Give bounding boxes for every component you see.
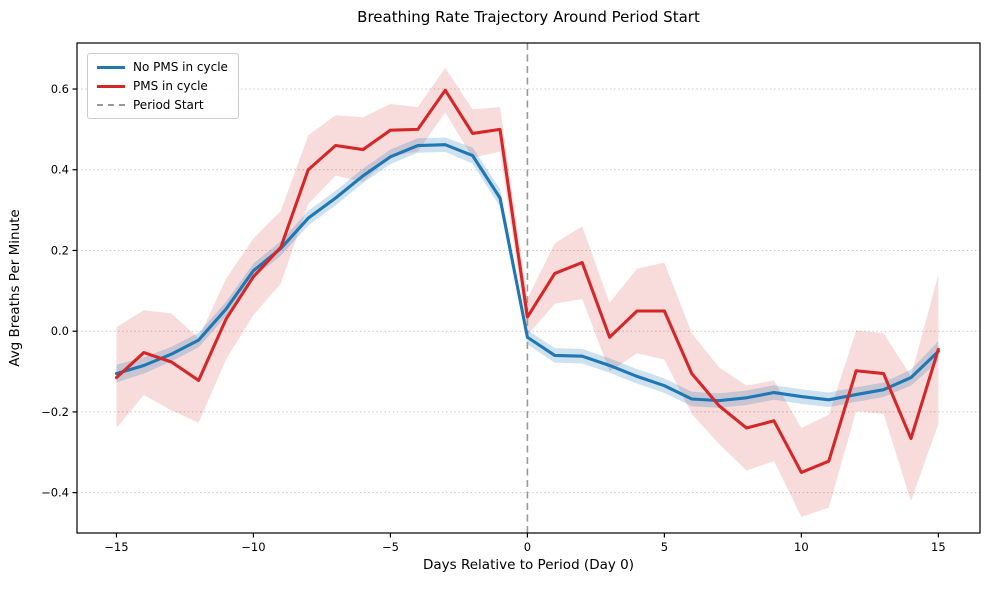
x-tick-label: −15 <box>104 540 128 554</box>
legend-line-swatch-no-pms <box>97 65 125 69</box>
line-no-pms <box>114 143 940 403</box>
gridlines <box>77 88 980 494</box>
x-axis-label: Days Relative to Period (Day 0) <box>422 557 635 573</box>
legend-label-no-pms: No PMS in cycle <box>133 60 228 74</box>
legend-item-pms: PMS in cycle <box>97 79 228 93</box>
x-tick-label: 15 <box>931 540 946 554</box>
x-tick-label: 5 <box>661 540 668 554</box>
y-tick-label: −0.4 <box>41 486 69 500</box>
y-tick-label: −0.2 <box>41 405 69 419</box>
legend-item-no-pms: No PMS in cycle <box>97 60 228 74</box>
y-tick-labels: −0.4 −0.2 0.0 0.2 0.4 0.6 <box>41 82 77 500</box>
x-tick-label: −10 <box>241 540 265 554</box>
x-tick-label: −5 <box>382 540 399 554</box>
axes-frame <box>76 42 981 534</box>
line-pms <box>114 88 940 475</box>
x-tick-label: 0 <box>524 540 531 554</box>
legend-label-period-start: Period Start <box>133 98 204 112</box>
confidence-band-pms <box>116 68 939 517</box>
confidence-band-no-pms <box>116 137 939 408</box>
y-tick-label: 0.6 <box>51 82 69 96</box>
x-tick-label: 10 <box>794 540 809 554</box>
y-tick-label: 0.2 <box>51 243 69 257</box>
chart-title: Breathing Rate Trajectory Around Period … <box>357 8 700 26</box>
x-tick-labels: −15 −10 −5 0 5 10 15 <box>104 533 946 554</box>
legend: No PMS in cycle PMS in cycle Period Star… <box>87 53 239 119</box>
legend-dashed-swatch-period-start <box>97 104 125 106</box>
legend-item-period-start: Period Start <box>97 98 228 112</box>
y-tick-label: 0.0 <box>51 324 69 338</box>
legend-line-swatch-pms <box>97 84 125 88</box>
legend-label-pms: PMS in cycle <box>133 79 208 93</box>
y-tick-label: 0.4 <box>51 163 69 177</box>
